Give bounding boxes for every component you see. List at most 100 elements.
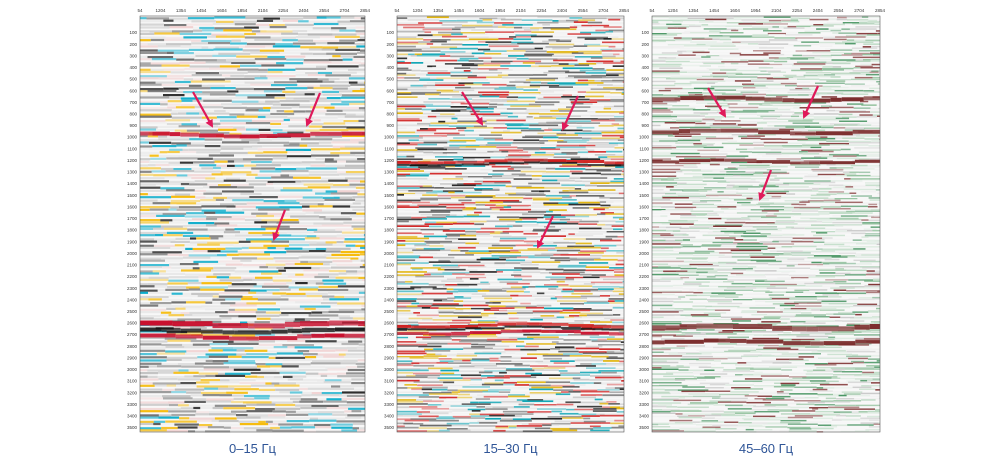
texture [303, 269, 330, 272]
texture [397, 173, 411, 176]
texture [420, 264, 433, 266]
texture [733, 49, 753, 51]
texture [455, 175, 468, 178]
texture [575, 214, 597, 216]
texture [140, 100, 168, 103]
texture [153, 174, 177, 177]
texture [708, 69, 720, 71]
texture [870, 52, 880, 54]
texture [613, 30, 624, 33]
texture [410, 286, 437, 288]
texture [556, 144, 579, 147]
texture [279, 218, 299, 222]
texture [600, 247, 609, 250]
texture [792, 122, 820, 124]
texture [793, 45, 812, 47]
texture [201, 209, 226, 212]
texture [567, 334, 600, 336]
texture [514, 79, 526, 82]
texture [432, 214, 450, 216]
texture [739, 144, 764, 146]
texture [460, 391, 483, 393]
texture [870, 158, 880, 160]
texture [529, 392, 561, 394]
y-tick-label: 1300 [384, 170, 395, 175]
texture [652, 146, 677, 149]
texture [727, 154, 758, 156]
texture [542, 172, 572, 175]
texture [762, 102, 771, 105]
texture [871, 63, 880, 66]
texture [498, 86, 517, 89]
texture [233, 397, 255, 400]
texture [428, 124, 449, 127]
texture [765, 89, 772, 92]
texture [170, 240, 190, 243]
texture [140, 410, 169, 413]
texture [691, 82, 707, 84]
texture [528, 58, 558, 60]
texture [841, 66, 856, 68]
texture [140, 429, 167, 432]
texture [480, 257, 500, 260]
texture [548, 70, 570, 73]
texture [796, 25, 811, 28]
texture [223, 407, 256, 410]
texture [505, 192, 516, 195]
texture [140, 315, 161, 318]
texture [611, 38, 624, 40]
texture [449, 47, 478, 50]
texture [622, 81, 624, 83]
texture [307, 29, 331, 32]
texture [232, 328, 255, 331]
texture [212, 301, 221, 305]
texture [414, 287, 422, 290]
texture [543, 47, 553, 50]
texture [574, 180, 583, 183]
texture [449, 139, 476, 142]
texture [250, 240, 272, 243]
texture [863, 127, 880, 130]
texture [763, 60, 775, 62]
texture [550, 190, 563, 192]
texture [618, 293, 624, 295]
texture [408, 67, 433, 69]
texture [614, 271, 624, 273]
texture [339, 317, 353, 320]
texture [717, 80, 726, 82]
texture [652, 77, 671, 79]
texture [502, 72, 526, 75]
texture [229, 132, 242, 135]
texture [255, 62, 277, 65]
texture [425, 105, 451, 107]
texture [193, 375, 206, 378]
texture [621, 170, 624, 173]
texture [523, 230, 533, 232]
texture [140, 109, 172, 112]
texture [330, 29, 340, 32]
texture [315, 158, 326, 161]
texture [312, 27, 332, 30]
texture [482, 115, 508, 117]
texture [279, 371, 306, 374]
texture [503, 173, 512, 176]
texture [246, 42, 276, 46]
y-tick-label: 700 [386, 100, 394, 105]
texture [450, 106, 468, 108]
texture [174, 388, 205, 391]
texture [742, 72, 769, 74]
texture [503, 271, 514, 273]
texture [574, 188, 582, 190]
texture [317, 228, 336, 231]
texture [397, 187, 420, 189]
texture [432, 34, 452, 36]
texture [241, 298, 258, 301]
texture [220, 302, 236, 305]
texture [508, 317, 519, 320]
texture [781, 30, 805, 33]
texture [501, 418, 513, 421]
texture [439, 396, 458, 399]
texture [329, 276, 336, 279]
texture [397, 387, 408, 389]
texture [203, 141, 222, 145]
